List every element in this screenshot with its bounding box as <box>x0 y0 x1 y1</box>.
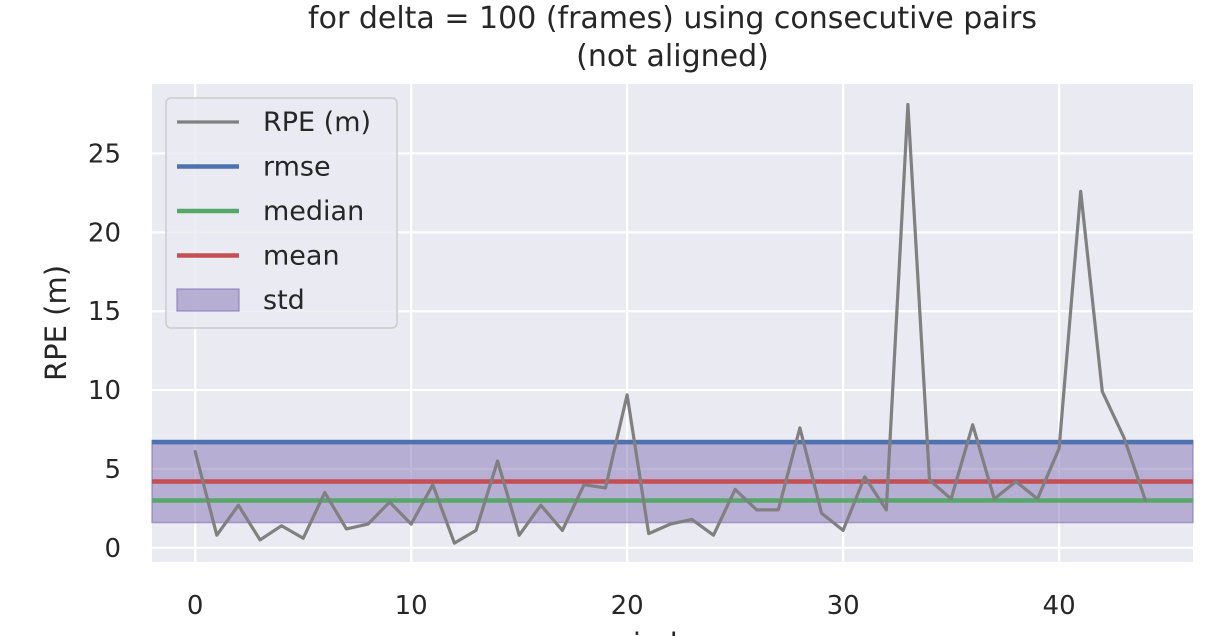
legend-label: std <box>263 285 305 316</box>
x-tick-label: 30 <box>827 591 860 621</box>
x-tick-label: 10 <box>395 591 428 621</box>
legend-label: RPE (m) <box>263 107 371 138</box>
y-tick-label: 10 <box>88 376 121 406</box>
chart-title-line2: (not aligned) <box>576 39 769 74</box>
y-tick-label: 0 <box>104 534 121 564</box>
y-tick-label: 20 <box>88 218 121 248</box>
series-layer <box>193 102 1148 545</box>
legend-label: median <box>263 196 364 227</box>
stat-bands <box>151 439 1194 524</box>
chart-title-line1: for delta = 100 (frames) using consecuti… <box>308 1 1037 36</box>
rpe-series-line <box>193 102 1148 545</box>
y-tick-label: 5 <box>104 455 121 485</box>
legend-label: rmse <box>263 152 331 183</box>
tick-labels: 0 10 20 30 40 0 5 10 15 20 25 <box>88 139 1076 621</box>
legend-label: mean <box>263 241 340 272</box>
y-tick-label: 25 <box>88 139 121 169</box>
legend-swatch-std <box>176 288 240 312</box>
x-tick-label: 20 <box>611 591 644 621</box>
y-tick-label: 15 <box>88 297 121 327</box>
legend: RPE (m) rmse median mean std <box>165 97 398 329</box>
x-tick-label: 0 <box>187 591 204 621</box>
x-tick-label: 40 <box>1043 591 1076 621</box>
x-axis-label: index <box>633 627 712 636</box>
y-axis-label: RPE (m) <box>39 265 73 381</box>
legend-frame <box>165 97 398 329</box>
chart-title: for delta = 100 (frames) using consecuti… <box>152 0 1193 76</box>
